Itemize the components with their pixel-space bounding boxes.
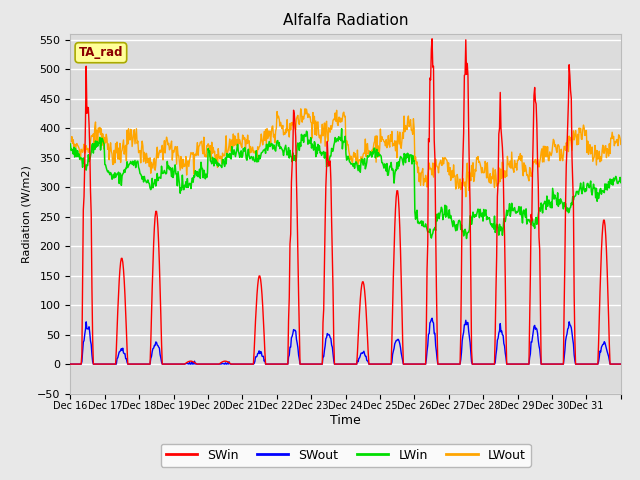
X-axis label: Time: Time	[330, 414, 361, 427]
Legend: SWin, SWout, LWin, LWout: SWin, SWout, LWin, LWout	[161, 444, 531, 467]
Text: TA_rad: TA_rad	[79, 46, 123, 59]
Y-axis label: Radiation (W/m2): Radiation (W/m2)	[22, 165, 32, 263]
Title: Alfalfa Radiation: Alfalfa Radiation	[283, 13, 408, 28]
